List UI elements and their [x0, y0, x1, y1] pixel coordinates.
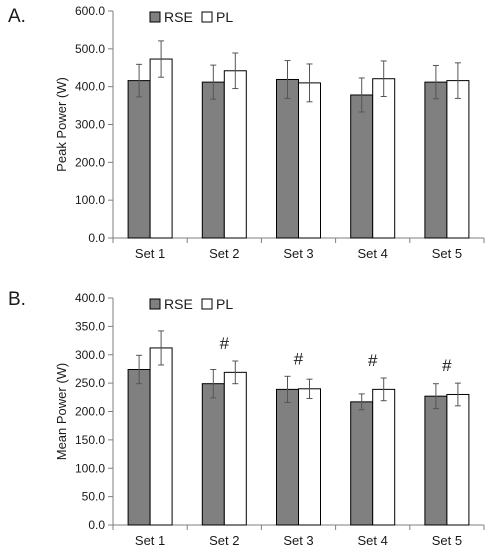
legend-swatch-pl [201, 11, 213, 23]
legend-swatch-rse [149, 298, 161, 310]
x-tick-label: Set 1 [135, 246, 165, 261]
bar-pl-set-2 [223, 70, 247, 239]
bar-rse-set-2 [201, 383, 225, 526]
y-tick-label: 100.0 [75, 193, 105, 207]
significance-marker: # [368, 351, 378, 370]
legend-swatch-pl [201, 298, 213, 310]
chart-panel-mean-power: B. Mean Power (W) 0.0 50.0 100.0 150.0 200.0… [8, 289, 485, 548]
bar-pl-set-4 [372, 78, 396, 239]
y-tick-label: 300.0 [75, 118, 105, 132]
x-tick-label: Set 4 [358, 533, 388, 548]
chart-panel-peak-power: A. Peak Power (W) 0.0 100.0 200.0 300.0 400.… [8, 4, 485, 261]
bar-rse-set-4 [350, 401, 374, 526]
bar-pl-set-5 [446, 393, 470, 526]
panel-label: B. [8, 289, 26, 310]
bar-rse-set-5 [424, 81, 448, 239]
y-tick-label: 200.0 [75, 405, 105, 419]
legend: RSE PL [149, 9, 233, 25]
y-tick-label: 0.0 [88, 231, 105, 245]
legend-label-pl: PL [216, 9, 233, 25]
y-tick-label: 50.0 [82, 490, 106, 504]
bar-rse-set-2 [201, 81, 225, 239]
y-tick-label: 350.0 [75, 319, 105, 333]
bar-rse-set-3 [276, 388, 299, 526]
y-tick-label: 150.0 [75, 433, 105, 447]
bar-pl-set-3 [298, 82, 321, 239]
x-tick-label: Set 5 [432, 533, 462, 548]
y-tick-label: 250.0 [75, 376, 105, 390]
significance-marker: # [442, 356, 452, 375]
y-axis-label: Mean Power (W) [54, 363, 69, 461]
bar-rse-set-4 [350, 94, 374, 239]
y-tick-label: 400.0 [75, 291, 105, 305]
bar-pl-set-4 [372, 388, 396, 526]
bar-rse-set-1 [127, 369, 151, 526]
y-tick-label: 100.0 [75, 461, 105, 475]
bar-pl-set-2 [223, 371, 247, 526]
legend-label-rse: RSE [164, 296, 193, 312]
panel-label: A. [8, 6, 26, 27]
x-tick-label: Set 1 [135, 533, 165, 548]
bar-pl-set-3 [298, 388, 321, 526]
x-tick-label: Set 3 [283, 246, 313, 261]
legend-label-pl: PL [216, 296, 233, 312]
bar-pl-set-5 [446, 80, 470, 239]
bar-pl-set-1 [149, 58, 173, 239]
significance-marker: # [294, 349, 304, 368]
legend: RSE PL [149, 296, 233, 312]
y-tick-label: 400.0 [75, 80, 105, 94]
significance-marker: # [220, 334, 230, 353]
y-tick-label: 200.0 [75, 155, 105, 169]
x-tick-label: Set 2 [209, 246, 239, 261]
y-tick-label: 300.0 [75, 348, 105, 362]
y-tick-label: 0.0 [88, 518, 105, 532]
y-axis-label: Peak Power (W) [54, 77, 69, 172]
bar-pl-set-1 [149, 347, 173, 526]
x-tick-label: Set 4 [358, 246, 388, 261]
legend-swatch-rse [149, 11, 161, 23]
legend-label-rse: RSE [164, 9, 193, 25]
y-tick-label: 500.0 [75, 42, 105, 56]
bar-rse-set-3 [276, 78, 299, 239]
x-tick-label: Set 2 [209, 533, 239, 548]
x-tick-label: Set 3 [283, 533, 313, 548]
bar-rse-set-1 [127, 80, 151, 239]
bar-rse-set-5 [424, 395, 448, 526]
x-tick-label: Set 5 [432, 246, 462, 261]
y-tick-label: 600.0 [75, 4, 105, 18]
